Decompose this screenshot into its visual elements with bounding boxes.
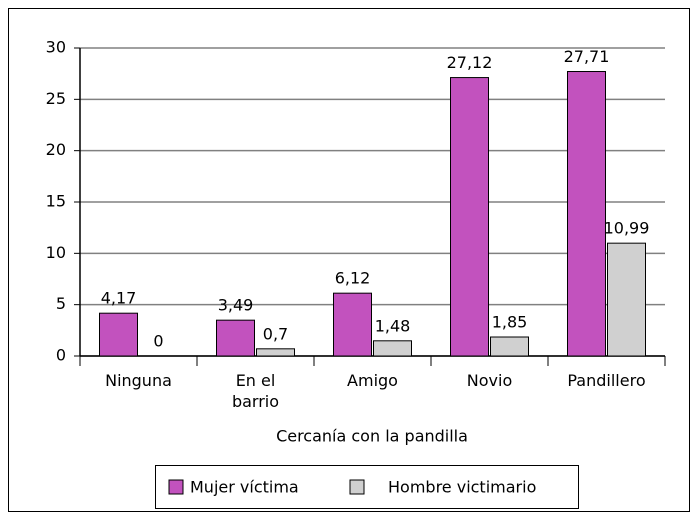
value-label: 1,85 [492,313,528,332]
y-tick-label: 15 [46,192,66,211]
value-label: 0,7 [263,324,288,343]
value-label: 6,12 [335,269,371,288]
y-tick-label: 0 [56,346,66,365]
y-tick-label: 10 [46,243,66,262]
value-label: 1,48 [375,316,411,335]
bar [333,292,372,357]
value-label: 10,99 [604,219,650,238]
bar [99,312,138,357]
x-tick-label: Amigo [347,371,398,390]
bar [490,336,529,357]
legend-swatch [349,479,365,495]
bar [216,319,255,357]
legend-swatch [168,479,184,495]
legend-label: Mujer víctima [190,478,299,497]
x-tick-label: Pandillero [567,371,646,390]
bar [450,77,489,357]
bar [256,348,295,357]
value-label: 27,12 [447,53,493,72]
legend-label: Hombre victimario [388,478,536,497]
bar [373,340,412,357]
legend-box [155,465,579,509]
value-label: 3,49 [218,296,254,315]
x-tick-label: Novio [466,371,513,390]
y-tick-label: 20 [46,140,66,159]
y-tick-label: 30 [46,38,66,57]
value-label: 0 [153,332,163,351]
y-tick-label: 25 [46,89,66,108]
x-tick-label: En el barrio [231,371,280,411]
bar [567,71,606,357]
x-axis-label: Cercanía con la pandilla [276,427,468,446]
value-label: 4,17 [101,289,137,308]
x-tick-label: Ninguna [105,371,172,390]
y-tick-label: 5 [56,294,66,313]
bar [607,242,646,357]
value-label: 27,71 [564,47,610,66]
